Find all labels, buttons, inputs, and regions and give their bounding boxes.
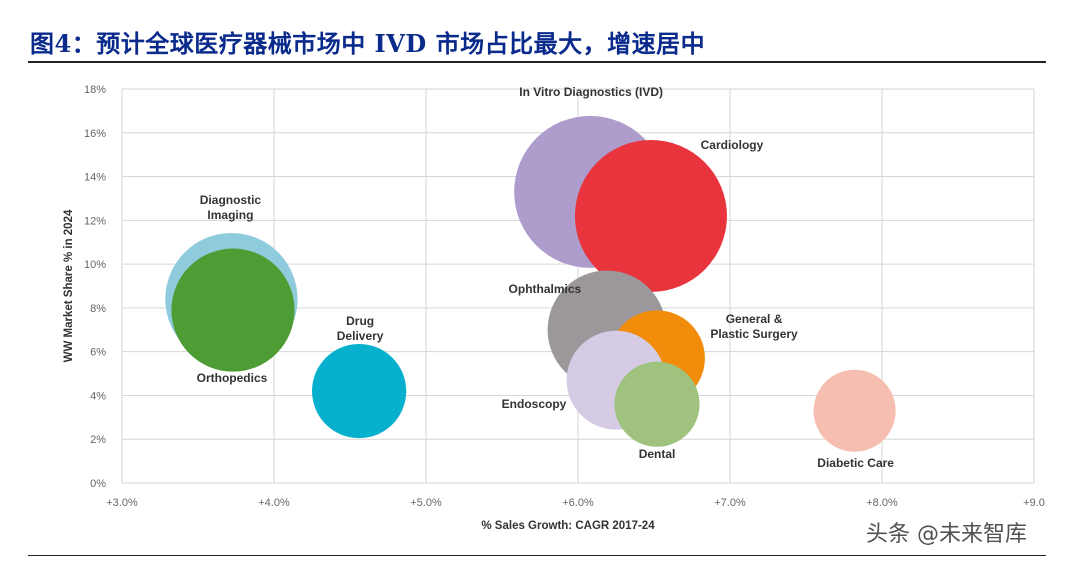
y-tick-label: 14%	[84, 172, 106, 184]
bubble	[614, 361, 700, 447]
x-tick-label: +3.0%	[106, 497, 138, 509]
watermark: 头条 @未来智库	[866, 522, 1027, 547]
x-tick-label: +4.0%	[258, 497, 290, 509]
y-tick-label: 4%	[90, 390, 106, 402]
y-tick-label: 18%	[84, 84, 106, 96]
bubble-label: Plastic Surgery	[710, 327, 798, 341]
bubble	[574, 139, 727, 292]
x-tick-label: +9.0	[1023, 497, 1045, 509]
y-tick-label: 6%	[90, 347, 106, 359]
bubble-label: Imaging	[207, 208, 253, 222]
bubble-label: Diabetic Care	[817, 456, 894, 470]
x-tick-label: +6.0%	[562, 497, 594, 509]
bubble-layer	[165, 115, 896, 452]
bubble-label: Delivery	[337, 329, 384, 343]
x-tick-label: +8.0%	[866, 497, 898, 509]
bubble-label: Orthopedics	[197, 371, 268, 385]
tick-layer: 0% 2% 4% 6% 8% 10% 12% 14% 16% 18% +3.0% +4.0% +5.0%…	[84, 84, 1045, 509]
y-tick-label: 0%	[90, 478, 106, 490]
x-tick-label: +7.0%	[714, 497, 746, 509]
y-tick-label: 8%	[90, 303, 106, 315]
bubble-label: Diagnostic	[200, 193, 262, 207]
bubble-label: Ophthalmics	[509, 282, 582, 296]
y-tick-label: 10%	[84, 259, 106, 271]
bubble	[171, 248, 295, 372]
bubble-label: Drug	[346, 314, 374, 328]
x-axis-label: % Sales Growth: CAGR 2017-24	[481, 520, 655, 532]
y-tick-label: 16%	[84, 128, 106, 140]
bubble-label: In Vitro Diagnostics (IVD)	[519, 85, 663, 99]
title-rule	[28, 61, 1046, 63]
x-tick-label: +5.0%	[410, 497, 442, 509]
figure-title: 图4：预计全球医疗器械市场中 IVD 市场占比最大，增速居中	[30, 29, 706, 58]
y-tick-label: 2%	[90, 434, 106, 446]
y-tick-label: 12%	[84, 215, 106, 227]
y-axis-label: WW Market Share % in 2024	[63, 209, 75, 362]
bubble	[813, 369, 896, 452]
bottom-rule	[28, 555, 1046, 556]
bubble-label: General &	[726, 312, 783, 326]
bubble-label: Dental	[639, 447, 676, 461]
bubble	[312, 343, 407, 439]
bubble-label: Endoscopy	[502, 397, 567, 411]
bubble-label: Cardiology	[701, 138, 764, 152]
